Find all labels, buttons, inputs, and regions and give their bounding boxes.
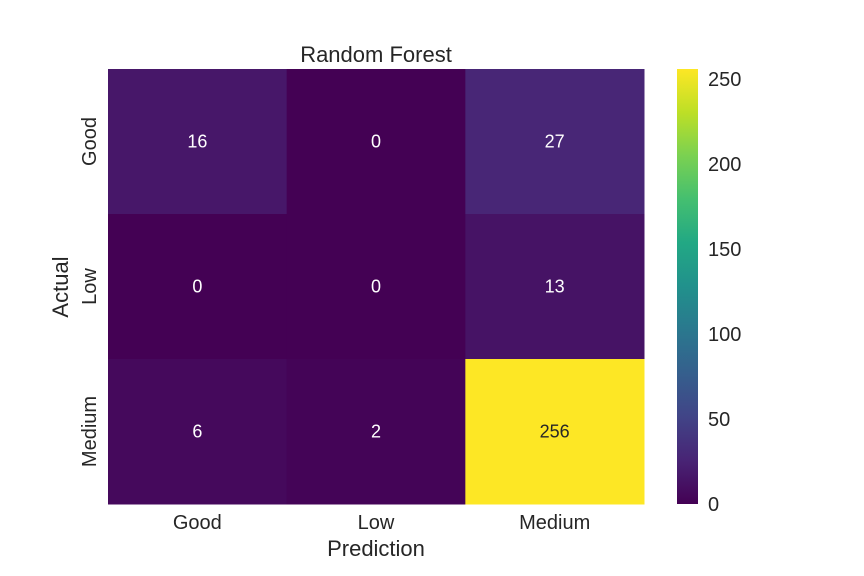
heatmap-cell bbox=[465, 69, 645, 215]
cell-value-label: 6 bbox=[192, 422, 202, 442]
heatmap-cell bbox=[286, 69, 466, 215]
heatmap-cell bbox=[286, 359, 466, 505]
x-axis-ticks: Good Low Medium bbox=[173, 512, 590, 534]
heatmap-cell bbox=[465, 359, 645, 505]
heatmap-cell bbox=[108, 69, 288, 215]
colorbar-tick-label: 200 bbox=[708, 154, 741, 176]
cell-value-label: 27 bbox=[545, 132, 565, 152]
colorbar bbox=[677, 69, 698, 504]
cell-value-label: 2 bbox=[371, 422, 381, 442]
cell-value-label: 16 bbox=[187, 132, 207, 152]
x-tick-label: Good bbox=[173, 512, 222, 534]
cell-value-label: 0 bbox=[371, 277, 381, 297]
heatmap-cell bbox=[108, 359, 288, 505]
heatmap-cell bbox=[465, 214, 645, 360]
heatmap-cell bbox=[286, 214, 466, 360]
cell-value-label: 0 bbox=[371, 132, 381, 152]
y-axis-ticks: Good Low Medium bbox=[79, 117, 101, 467]
colorbar-tick-label: 250 bbox=[708, 69, 741, 91]
x-axis-label: Prediction bbox=[327, 536, 425, 561]
chart-title: Random Forest bbox=[300, 42, 452, 67]
y-tick-label: Medium bbox=[79, 396, 101, 467]
colorbar-tick-label: 50 bbox=[708, 409, 730, 431]
colorbar-tick-label: 0 bbox=[708, 494, 719, 516]
colorbar-ticks: 0 50 100 150 200 250 bbox=[708, 69, 741, 516]
y-tick-label: Good bbox=[79, 117, 101, 166]
cell-value-label: 13 bbox=[545, 277, 565, 297]
colorbar-tick-label: 150 bbox=[708, 239, 741, 261]
heatmap-cell bbox=[108, 214, 288, 360]
heatmap-cells bbox=[108, 69, 645, 505]
heatmap-cell-labels: 16 0 27 0 0 13 6 2 256 bbox=[187, 132, 569, 442]
y-axis-label: Actual bbox=[48, 256, 73, 317]
x-tick-label: Medium bbox=[519, 512, 590, 534]
x-tick-label: Low bbox=[358, 512, 395, 534]
colorbar-tick-label: 100 bbox=[708, 324, 741, 346]
cell-value-label: 256 bbox=[540, 422, 570, 442]
y-tick-label: Low bbox=[79, 268, 101, 305]
cell-value-label: 0 bbox=[192, 277, 202, 297]
